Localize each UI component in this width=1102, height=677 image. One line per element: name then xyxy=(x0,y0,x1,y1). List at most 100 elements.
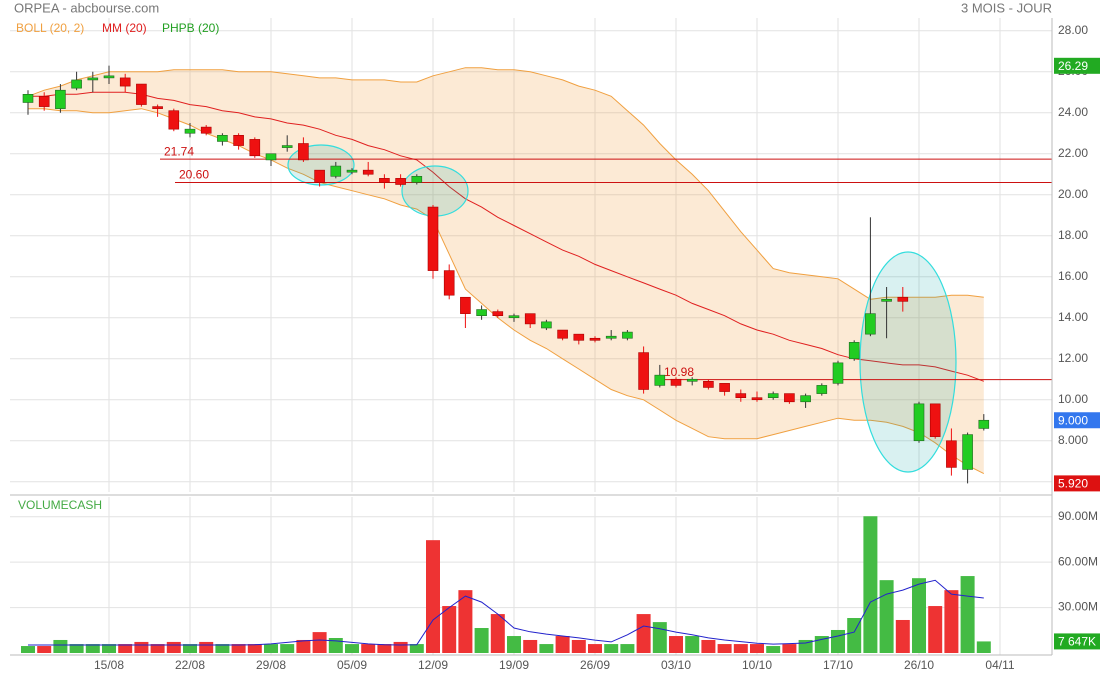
y-tick-label: 12.00 xyxy=(1058,351,1088,365)
candle-body xyxy=(589,337,601,341)
volume-bar xyxy=(393,641,408,653)
volume-bar xyxy=(701,639,716,653)
legend-entry: BOLL (20, 2) xyxy=(16,21,84,35)
volume-bar xyxy=(863,516,878,653)
volume-bar xyxy=(377,644,392,653)
volume-bar xyxy=(507,636,521,653)
chart-title: ORPEA - abcbourse.com xyxy=(14,0,159,15)
y-tick-label: 60.00M xyxy=(1058,554,1098,568)
candle-body xyxy=(816,385,828,394)
candle-body xyxy=(55,89,66,109)
candle-body xyxy=(881,298,892,302)
candle-body xyxy=(978,419,990,429)
price-marker xyxy=(1054,57,1100,74)
candle-body xyxy=(848,342,860,360)
x-tick-label: 03/10 xyxy=(661,658,691,672)
volume-bar xyxy=(183,644,197,653)
volume-bar xyxy=(944,590,959,653)
candle-body xyxy=(71,79,82,89)
candle-body xyxy=(281,145,293,148)
candle-body xyxy=(443,270,455,296)
x-tick-label: 15/08 xyxy=(94,658,124,672)
volume-bar xyxy=(523,639,538,653)
volume-bar xyxy=(53,639,68,653)
volume-bar xyxy=(782,644,797,653)
candle-body xyxy=(735,393,747,399)
candle-body xyxy=(557,329,568,339)
volume-bar xyxy=(474,628,489,653)
candle-body xyxy=(395,178,406,185)
volume-bar xyxy=(328,638,343,653)
candle-body xyxy=(362,169,374,175)
volume-bar xyxy=(150,644,165,653)
legend-entry: PHPB (20) xyxy=(162,21,219,35)
candle-body xyxy=(476,309,487,316)
candle-body xyxy=(330,165,342,177)
volume-bar xyxy=(231,644,246,653)
volume-bar xyxy=(361,644,376,653)
x-tick-label: 19/09 xyxy=(499,658,529,672)
candle-body xyxy=(913,403,925,442)
volume-bar xyxy=(102,644,116,653)
price-marker-label: 26.29 xyxy=(1058,59,1088,73)
volume-bar xyxy=(733,644,748,653)
volume-bar xyxy=(134,641,149,653)
volume-bar xyxy=(928,606,943,653)
x-tick-label: 10/10 xyxy=(742,658,772,672)
candle-body xyxy=(751,397,763,401)
candle-body xyxy=(314,169,325,183)
candle-body xyxy=(87,77,99,81)
candle-body xyxy=(492,311,504,317)
volume-bar xyxy=(555,636,570,653)
volume-bar xyxy=(312,632,327,653)
legend-entry: MM (20) xyxy=(102,21,147,35)
candle-body xyxy=(168,110,180,130)
candle-body xyxy=(605,335,617,339)
volume-bar xyxy=(264,644,278,653)
volume-bar xyxy=(976,641,991,653)
candle-body xyxy=(784,393,795,403)
candle-body xyxy=(411,176,423,183)
candle-body xyxy=(541,321,552,329)
y-tick-label: 90.00M xyxy=(1058,509,1098,523)
candle-body xyxy=(298,143,309,161)
annotation-ellipse xyxy=(859,251,957,473)
x-tick-label: 26/10 xyxy=(904,658,934,672)
level-label: 21.74 xyxy=(164,144,194,158)
x-tick-label: 17/10 xyxy=(823,658,853,672)
level-label: 20.60 xyxy=(179,168,209,182)
y-tick-label: 16.00 xyxy=(1058,269,1088,283)
price-marker-label: 5.920 xyxy=(1058,477,1088,491)
candle-body xyxy=(233,135,244,146)
volume-bar xyxy=(750,644,764,653)
candle-body xyxy=(832,362,844,384)
candle-body xyxy=(962,434,973,470)
volume-bar xyxy=(912,578,926,653)
volume-average xyxy=(28,579,984,646)
candle-body xyxy=(703,380,714,388)
volume-bar xyxy=(247,644,262,653)
volume-bar xyxy=(442,606,457,653)
candle-body xyxy=(103,75,115,79)
volume-bar xyxy=(879,580,894,653)
volume-bar xyxy=(166,641,181,653)
candle-body xyxy=(719,383,730,392)
candle-body xyxy=(767,393,779,399)
volume-bar xyxy=(831,629,845,653)
volume-bar xyxy=(118,644,133,653)
candle-body xyxy=(946,440,957,468)
candle-body xyxy=(654,374,666,386)
volume-bar xyxy=(847,618,862,653)
candle-body xyxy=(346,169,358,173)
price-marker-label: 9.000 xyxy=(1058,413,1088,427)
band-layer xyxy=(27,67,985,475)
y-tick-label: 18.00 xyxy=(1058,228,1088,242)
y-tick-label: 24.00 xyxy=(1058,105,1088,119)
volume-bar xyxy=(652,622,667,653)
candle-body xyxy=(865,313,876,335)
volume-bar xyxy=(215,644,230,653)
candle-body xyxy=(152,106,163,109)
volume-bar xyxy=(199,641,214,653)
y-tick-label: 30.00M xyxy=(1058,600,1098,614)
volume-bar xyxy=(426,540,440,653)
